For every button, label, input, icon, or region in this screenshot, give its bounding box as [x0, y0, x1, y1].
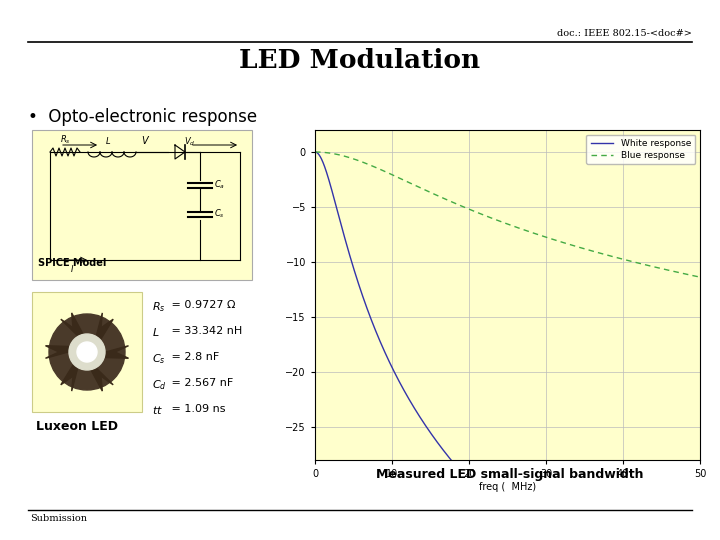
Polygon shape — [83, 355, 113, 385]
Text: = 2.567 nF: = 2.567 nF — [168, 378, 233, 388]
Text: $R_s$: $R_s$ — [60, 133, 71, 146]
White response — [480, 494, 489, 500]
Text: = 2.8 nF: = 2.8 nF — [168, 352, 220, 362]
Text: •  Opto-electronic response: • Opto-electronic response — [28, 108, 257, 126]
Line: Blue response: Blue response — [315, 152, 700, 277]
Polygon shape — [60, 319, 91, 349]
Blue response — [611, 254, 619, 260]
Text: $V_d$: $V_d$ — [184, 136, 196, 148]
Blue response — [575, 244, 584, 251]
Text: Luxeon LED: Luxeon LED — [36, 420, 118, 433]
Text: $C_s$: $C_s$ — [214, 208, 225, 220]
Polygon shape — [60, 349, 83, 385]
Polygon shape — [72, 313, 91, 350]
Polygon shape — [82, 354, 102, 391]
White response — [311, 148, 320, 155]
Text: LED Modulation: LED Modulation — [240, 48, 480, 73]
Text: doc.: IEEE 802.15-<doc#>: doc.: IEEE 802.15-<doc#> — [557, 29, 692, 38]
White response — [350, 267, 359, 274]
Text: V: V — [142, 136, 148, 146]
Text: I: I — [71, 265, 73, 274]
Polygon shape — [45, 347, 86, 358]
Circle shape — [77, 342, 97, 362]
Blue response — [311, 148, 320, 155]
White response — [467, 480, 475, 486]
Text: Submission: Submission — [30, 514, 87, 523]
Text: $C_s$: $C_s$ — [152, 352, 166, 366]
Text: $L$: $L$ — [152, 326, 160, 338]
Blue response — [350, 156, 359, 163]
Polygon shape — [88, 346, 129, 357]
Blue response — [480, 212, 489, 219]
FancyBboxPatch shape — [32, 130, 252, 280]
Text: $C_a$: $C_a$ — [214, 179, 225, 191]
Blue response — [467, 207, 475, 213]
FancyBboxPatch shape — [32, 292, 142, 412]
Polygon shape — [91, 319, 113, 355]
Text: = 33.342 nH: = 33.342 nH — [168, 326, 242, 336]
Line: White response: White response — [315, 152, 700, 540]
Text: $R_s$: $R_s$ — [152, 300, 166, 314]
Polygon shape — [45, 346, 88, 352]
Blue response — [618, 256, 626, 262]
X-axis label: freq (  MHz): freq ( MHz) — [479, 482, 536, 492]
Text: SPICE Model: SPICE Model — [38, 258, 107, 268]
Polygon shape — [72, 350, 82, 391]
Text: L: L — [106, 137, 110, 146]
Text: = 1.09 ns: = 1.09 ns — [168, 404, 225, 414]
Polygon shape — [86, 352, 129, 358]
Text: = 0.9727 Ω: = 0.9727 Ω — [168, 300, 235, 310]
Polygon shape — [91, 313, 102, 354]
Circle shape — [49, 314, 125, 390]
Text: Measured LED small-signal bandwidth: Measured LED small-signal bandwidth — [377, 468, 644, 481]
Text: $tt$: $tt$ — [152, 404, 163, 416]
Text: $C_d$: $C_d$ — [152, 378, 167, 392]
Circle shape — [69, 334, 105, 370]
Blue response — [696, 274, 704, 280]
Legend: White response, Blue response: White response, Blue response — [586, 134, 696, 164]
